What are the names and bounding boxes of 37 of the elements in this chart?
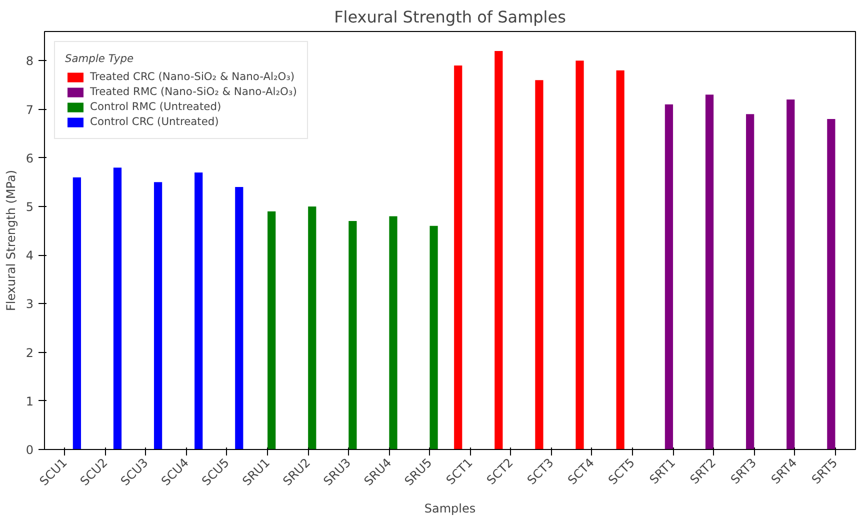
y-tick-label: 4 bbox=[26, 248, 34, 263]
bar bbox=[235, 187, 244, 450]
y-tick-label: 7 bbox=[26, 102, 34, 117]
bar bbox=[268, 211, 276, 450]
y-tick-label: 2 bbox=[26, 346, 34, 360]
bar bbox=[576, 60, 584, 450]
bar bbox=[535, 80, 544, 450]
y-tick-label: 1 bbox=[26, 394, 34, 408]
bar bbox=[348, 221, 357, 450]
legend-label: Control CRC (Untreated) bbox=[90, 115, 219, 128]
bar bbox=[746, 114, 754, 450]
bar bbox=[705, 94, 714, 450]
bar bbox=[430, 226, 438, 450]
bar bbox=[494, 50, 503, 450]
y-tick-label: 0 bbox=[26, 443, 34, 457]
bar bbox=[827, 118, 836, 450]
y-tick-label: 5 bbox=[26, 200, 34, 214]
bar bbox=[454, 66, 462, 450]
bar bbox=[113, 168, 122, 450]
chart-title: Flexural Strength of Samples bbox=[334, 8, 566, 26]
bar bbox=[664, 104, 674, 450]
bar bbox=[616, 70, 624, 450]
bar bbox=[154, 182, 162, 450]
y-tick-label: 8 bbox=[26, 54, 34, 68]
legend-label: Treated CRC (Nano-SiO₂ & Nano-Al₂O₃) bbox=[90, 70, 295, 83]
bar bbox=[389, 216, 398, 450]
bar bbox=[308, 206, 316, 450]
legend-label: Treated RMC (Nano-SiO₂ & Nano-Al₂O₃) bbox=[90, 85, 297, 98]
bar bbox=[194, 172, 203, 450]
legend-title: Sample Type bbox=[65, 52, 135, 65]
y-tick-label: 6 bbox=[26, 151, 34, 166]
legend-label: Control RMC (Untreated) bbox=[90, 100, 222, 113]
x-axis-title: Samples bbox=[424, 501, 476, 516]
bar bbox=[786, 100, 795, 450]
bar bbox=[72, 177, 81, 450]
y-tick-label: 3 bbox=[26, 297, 34, 312]
y-axis-title: Flexural Strength (MPa) bbox=[4, 170, 18, 312]
